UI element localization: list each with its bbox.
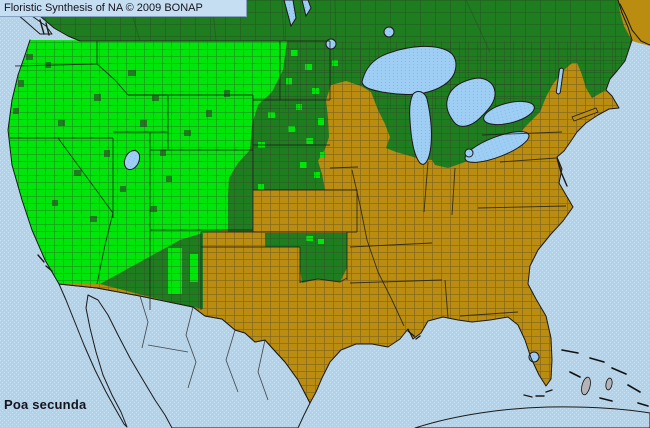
lake-manitoba [301,0,312,18]
province-borders [127,0,491,53]
lake-nipigon [383,26,395,38]
mexico-state-borders [139,295,269,401]
lakes [123,0,564,363]
map-title: Floristic Synthesis of NA © 2009 BONAP [4,2,203,14]
lake-ontario [483,100,535,126]
lake-winnipeg [283,0,297,28]
lake-erie [464,131,530,163]
great-salt-lake [123,149,141,171]
lake-champlain [555,67,564,95]
map-title-band: Floristic Synthesis of NA © 2009 BONAP [0,0,247,17]
lake-huron [446,77,496,127]
species-name-label: Poa secunda [4,397,87,412]
long-island [571,107,599,122]
lake-superior [361,45,457,96]
lake-of-the-woods [325,38,337,50]
absent-maritimes [618,0,650,46]
cuba [414,406,650,428]
lake-st-clair [464,148,474,158]
florida-keys [523,389,553,398]
state-borders [10,40,567,327]
bahamas-islands [561,349,649,407]
lake-michigan [409,91,432,165]
